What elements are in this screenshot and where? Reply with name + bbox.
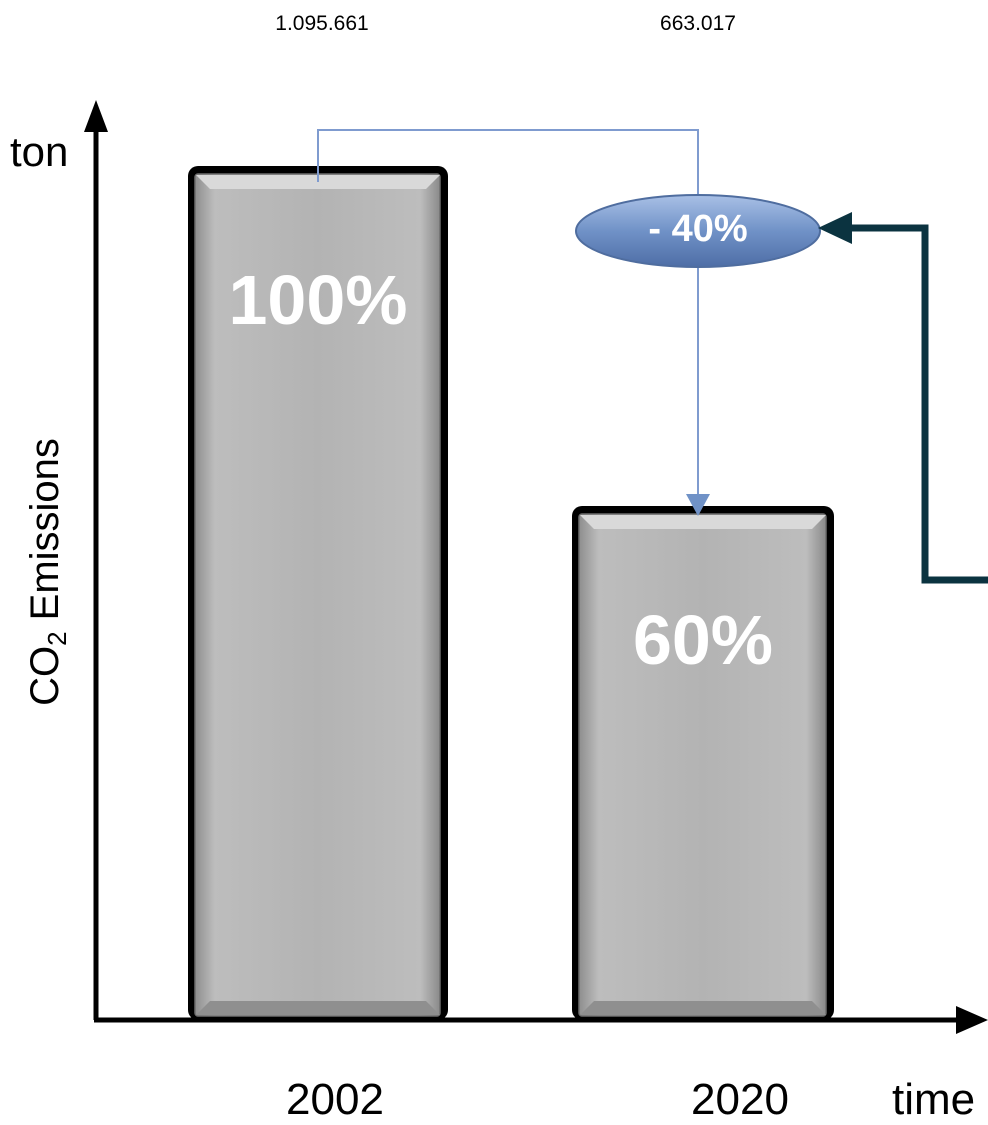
bar-bottom-bevel-2002 (196, 1001, 440, 1015)
feedback-arrow-line (836, 224, 988, 584)
value-label-2020: 663.017 (660, 12, 736, 35)
feedback-arrowhead (818, 212, 852, 244)
feedback-arrow-group (818, 212, 988, 584)
bar-percent-label-2002: 100% (228, 261, 408, 339)
reduction-connector (317, 129, 821, 516)
y-axis-arrowhead (84, 100, 108, 132)
bar-bottom-bevel-2020 (580, 1001, 826, 1015)
reduction-percent-label: - 40% (648, 208, 748, 250)
x-axis-arrowhead (956, 1006, 988, 1034)
connector-arrowhead (686, 494, 710, 516)
bar-2020 (578, 513, 827, 1017)
y-axis-unit: ton (10, 128, 69, 175)
reduction-oval (575, 194, 821, 268)
bars-group (188, 166, 834, 1020)
bar-percent-label-2020: 60% (632, 601, 774, 679)
value-label-2002: 1.095.661 (275, 12, 369, 35)
x-tick-label-2020: 2020 (691, 1075, 789, 1124)
bar-top-bevel-2020 (580, 515, 826, 529)
y-axis-label: CO2 Emissions (23, 438, 72, 706)
x-axis-unit: time (892, 1075, 976, 1124)
connector-line-top (317, 129, 699, 205)
x-tick-label-2002: 2002 (286, 1075, 384, 1124)
